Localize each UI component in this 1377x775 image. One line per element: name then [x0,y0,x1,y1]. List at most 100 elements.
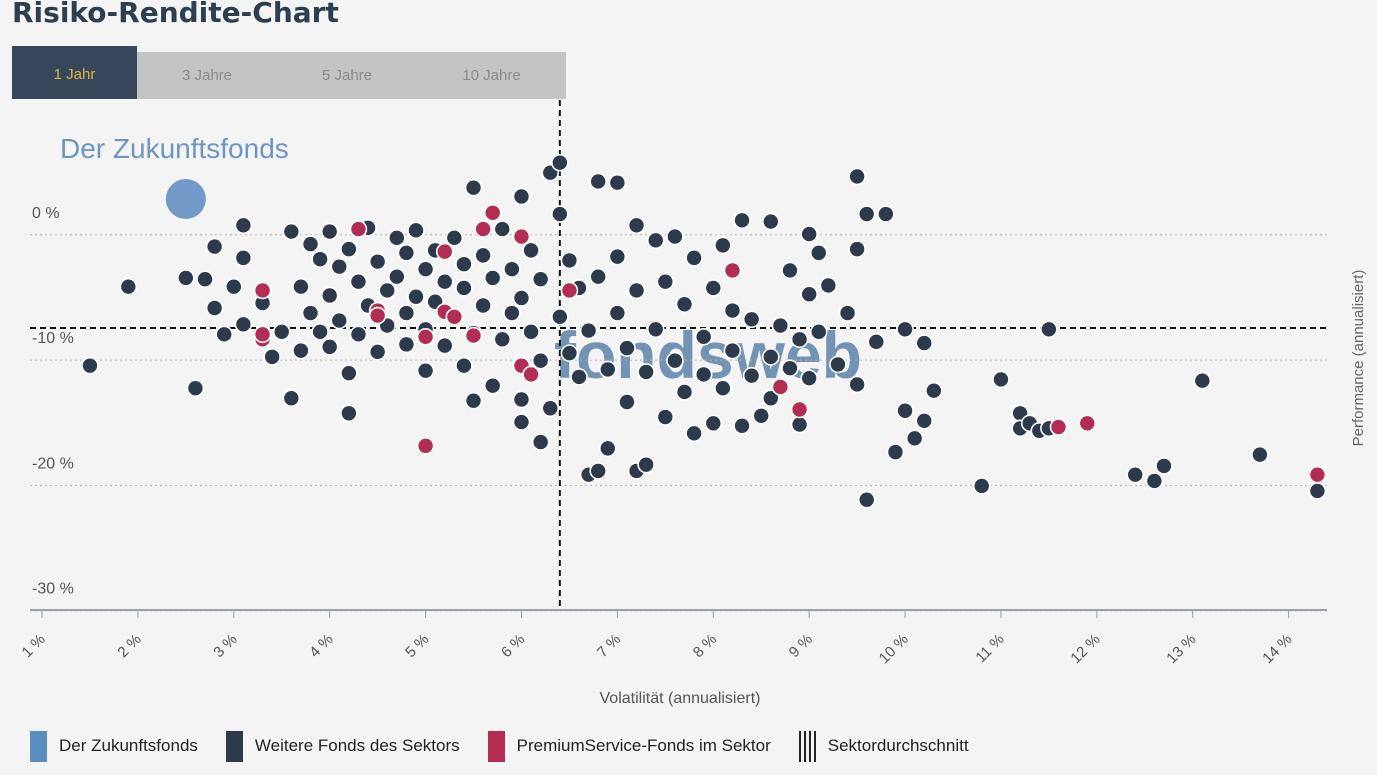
sector-fund-point [627,281,646,300]
sector-fund-point [177,269,195,287]
sector-fund-point [1040,320,1058,339]
sector-fund-point [598,439,617,458]
sector-fund-point [311,323,329,341]
sector-fund-point [474,296,492,315]
sector-fund-point [205,237,224,256]
y-tick-label: -30 % [32,581,74,598]
sector-fund-point [762,389,780,408]
premium-fund-point [771,378,790,396]
sector-fund-point [992,370,1010,389]
sector-fund-point [925,381,943,400]
sector-fund-point [646,320,665,339]
tab-3-jahre[interactable]: 3 Jahre [181,67,233,84]
sector-fund-point [340,240,358,258]
sector-fund-point [541,399,560,418]
sector-fund-point [896,401,914,420]
sector-fund-point [397,244,416,262]
sector-fund-point [483,376,502,395]
legend-item-der-zukunftsfonds[interactable]: Der Zukunftsfonds [30,730,198,762]
x-axis-label: Volatilität (annualisiert) [600,690,761,707]
sector-fund-point [589,172,607,191]
sector-fund-point [972,477,991,495]
sector-fund-point [330,257,349,276]
sector-fund-point [263,348,281,366]
sector-fund-point [838,304,857,322]
period-tabs: 1 Jahr 3 Jahre 5 Jahre 10 Jahre [12,46,566,99]
risk-return-chart: fondsweb 0 %-10 %-20 %-30 % 1 % 2 % 3 % 4 %… [19,100,1367,707]
x-tick-label: 1 % [19,631,49,661]
premium-fund-point [349,220,368,238]
sector-fund-point [234,216,253,235]
sector-fund-point [762,212,780,231]
y-tick-label: 0 % [32,205,60,222]
sector-fund-point [915,411,934,430]
y-tick-label: -10 % [32,330,74,347]
sector-fund-point [618,393,636,411]
sector-fund-point [656,272,675,291]
sector-fund-point [915,334,934,352]
y-axis-ticks: 0 % -10 % -20 % -30 % [32,205,74,598]
sector-fund-point [388,267,406,286]
x-tick-label: 5 % [402,631,432,661]
sector-fund-point [512,187,531,206]
sector-fund-point [1155,457,1173,475]
sector-average-lines [30,100,1327,610]
sector-fund-point [685,249,703,267]
premium-fund-point [1308,465,1327,484]
legend-item-premiumservice[interactable]: PremiumService-Fonds im Sektor [487,730,771,762]
tab-10-jahre[interactable]: 10 Jahre [462,67,521,84]
sector-fund-point [905,429,924,448]
sector-fund-point [119,277,138,296]
sector-fund-point [762,348,780,366]
sector-fund-point [579,321,598,340]
sector-fund-point [503,304,521,322]
sector-fund-point [531,270,550,288]
sector-fund-point [435,272,454,291]
sector-fund-point [886,443,905,461]
sector-fund-point [723,301,742,320]
sector-fund-point [781,359,799,377]
sector-fund-point [1193,371,1212,390]
sector-fund-point [340,404,358,423]
sector-fund-point [435,336,454,355]
premium-fund-point [445,307,464,326]
sector-fund-point [272,323,291,341]
premium-fund-point [512,227,531,246]
x-axis: 1 % 2 % 3 % 4 % 5 % 6 % 7 % 8 % 9 % 10 % 11 % 12 % 1… [19,609,1327,667]
x-tick-label: 4 % [306,631,336,661]
premium-fund-point [253,281,272,300]
x-tick-label: 2 % [114,631,144,661]
sector-fund-point [675,295,694,314]
sector-fund-point [349,325,368,344]
sector-fund-point [301,235,320,253]
sector-fund-point [196,270,214,288]
premium-fund-point [723,261,742,280]
sector-fund-point [186,379,205,398]
sector-fund-point [311,250,329,268]
tab-5-jahre[interactable]: 5 Jahre [321,67,373,84]
sector-fund-point [282,389,301,408]
premium-fund-point [474,220,492,238]
sector-fund-point [215,325,234,344]
sector-fund-point [81,356,99,375]
legend-item-weitere-fonds[interactable]: Weitere Fonds des Sektors [225,730,460,762]
sector-fund-point [809,323,828,341]
sector-fund-point [608,247,627,266]
premium-fund-point [560,281,579,300]
tab-1-jahr[interactable]: 1 Jahr [12,46,137,99]
sector-fund-point [714,236,732,255]
sector-fund-point [407,287,425,306]
sector-fund-point [656,408,675,426]
sector-fund-point [704,414,723,433]
legend-item-sektordurchschnitt[interactable]: Sektordurchschnitt [798,730,969,762]
sector-fund-point [1126,465,1145,484]
sector-fund-point [512,413,531,431]
premium-fund-point [1049,418,1068,436]
premium-fund-point [253,325,272,344]
x-tick-label: 8 % [690,631,720,661]
y-tick-label: -20 % [32,455,74,472]
sector-fund-point [464,391,483,410]
x-tick-label: 7 % [594,631,624,661]
sector-fund-point [877,205,895,223]
sector-fund-point [551,205,569,223]
